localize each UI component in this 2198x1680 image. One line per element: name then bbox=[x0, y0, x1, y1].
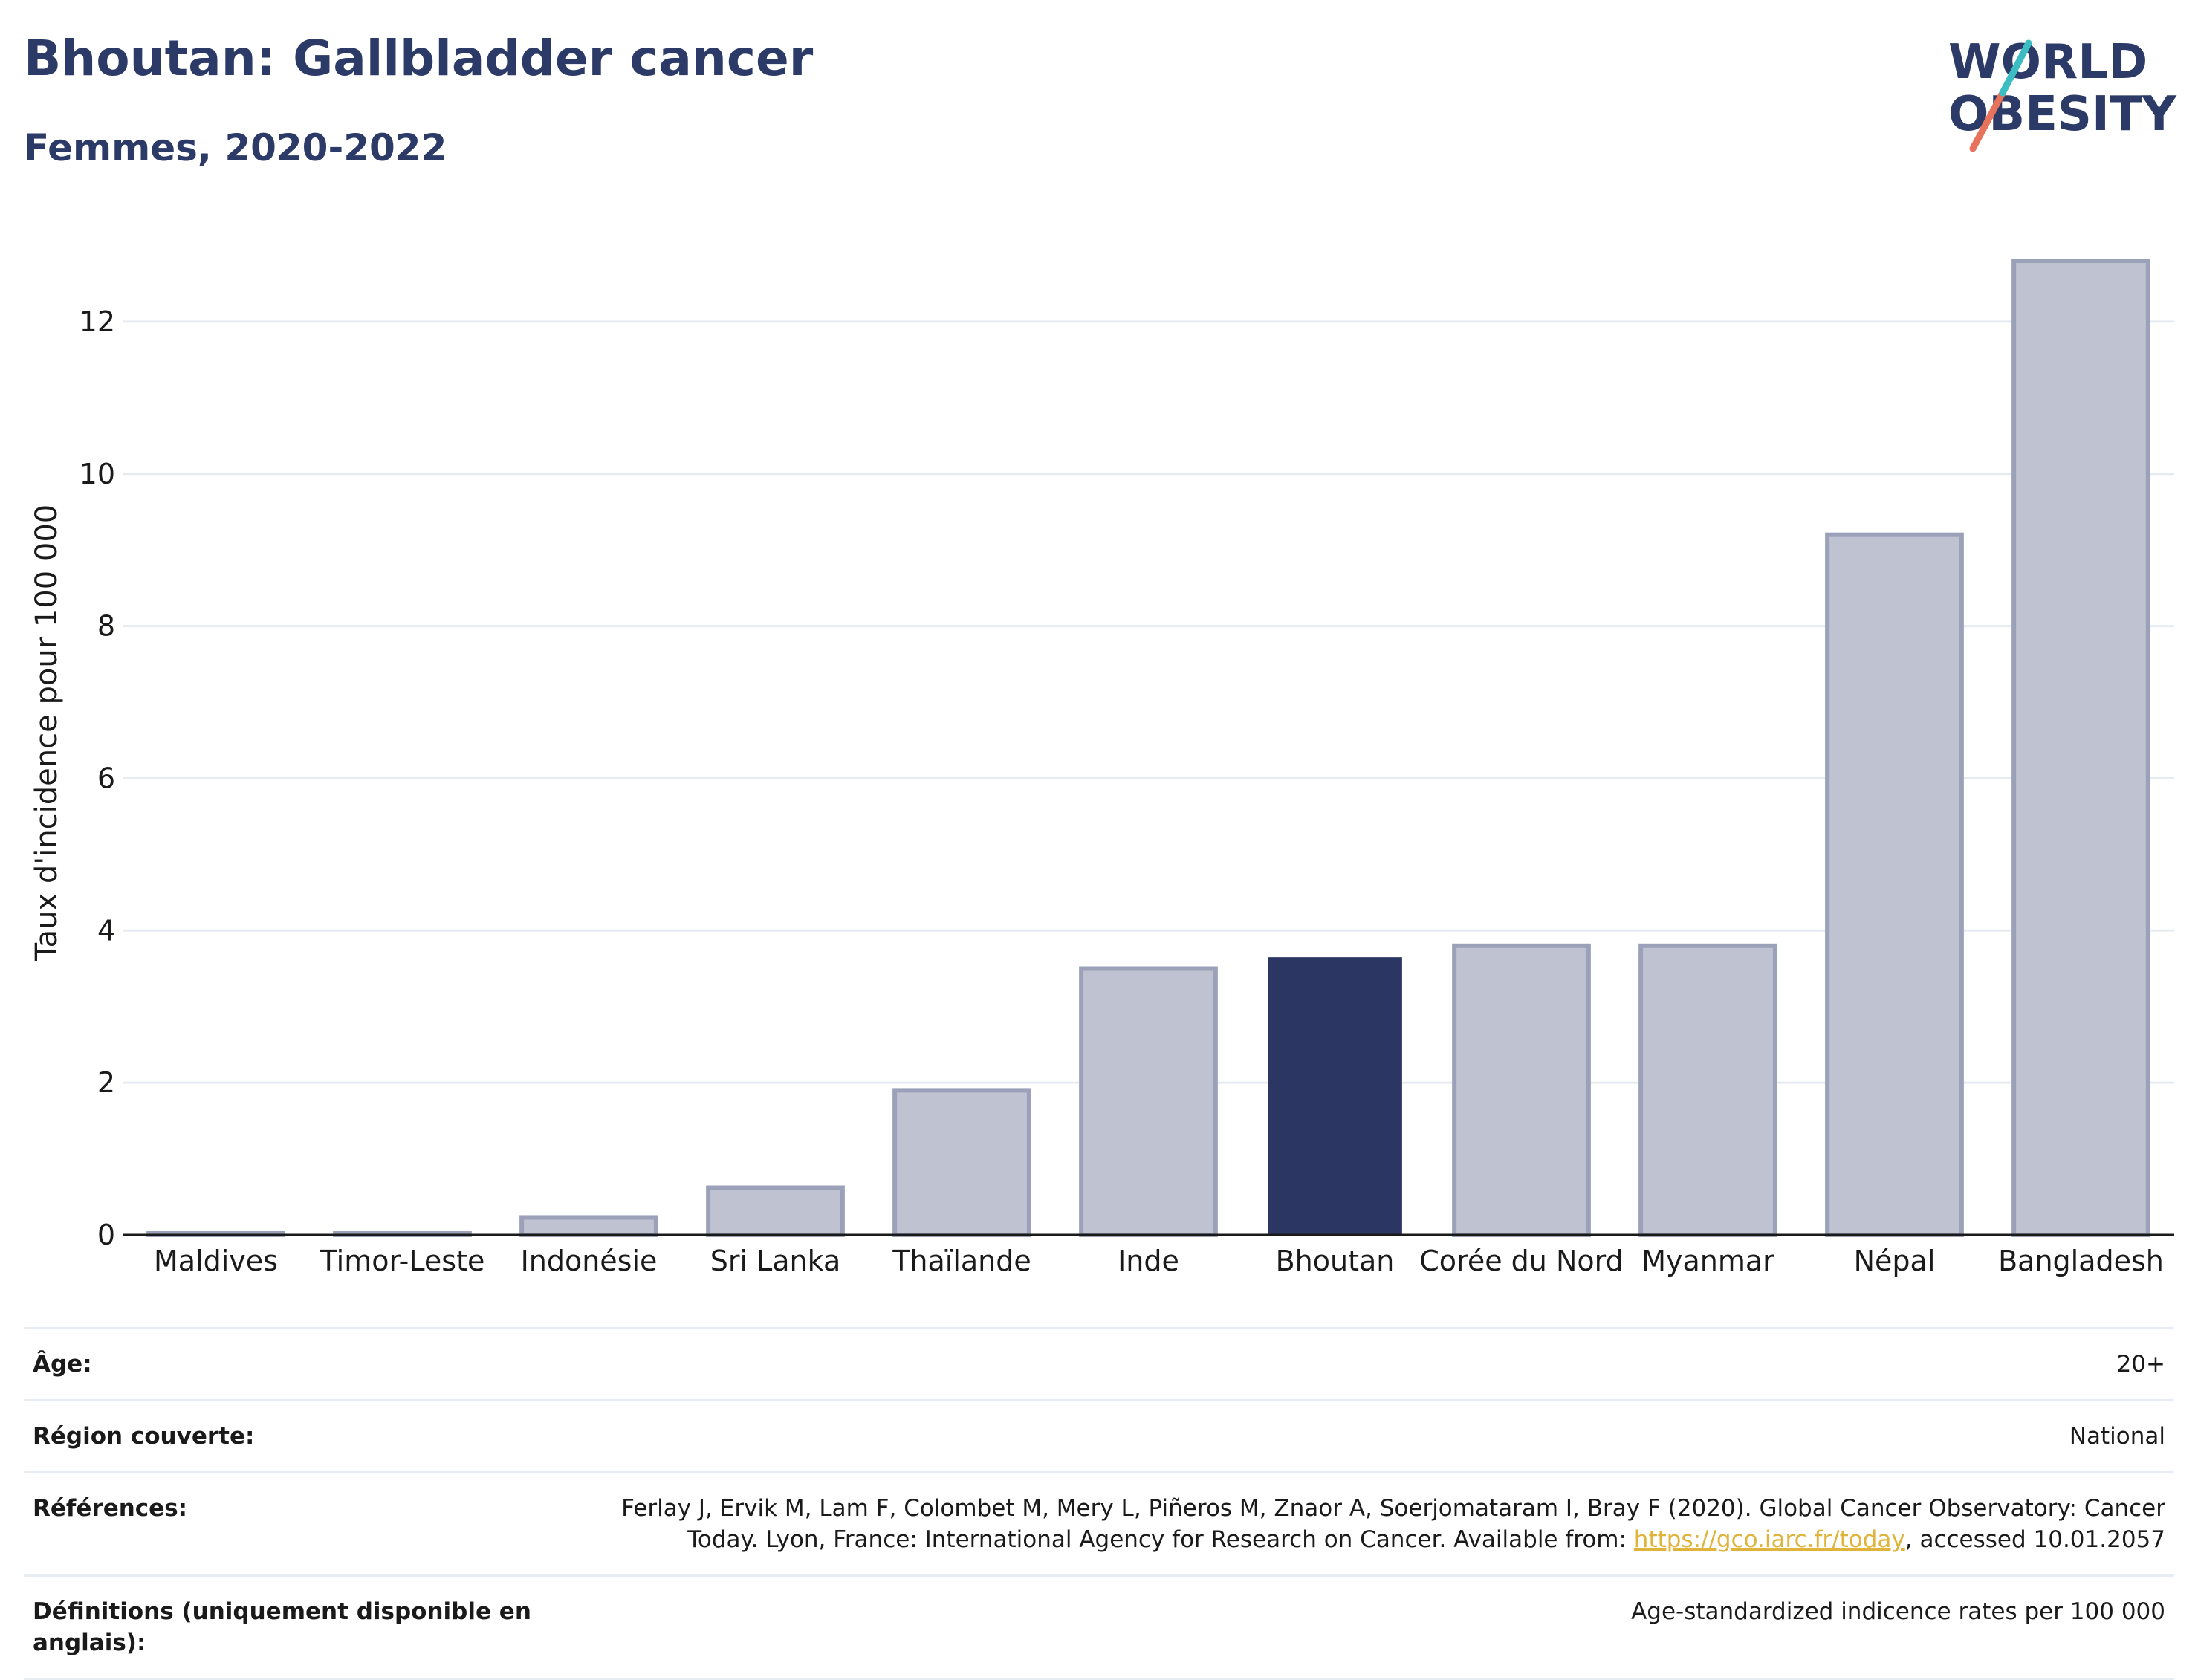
x-tick-label: Sri Lanka bbox=[710, 1245, 841, 1277]
bar-inde bbox=[1079, 966, 1218, 1237]
references-text-2: Today. Lyon, France: International Agenc… bbox=[687, 1526, 1634, 1553]
x-tick-labels: Maldives Timor-Leste Indonésie Sri Lanka Tha… bbox=[154, 1245, 2164, 1277]
definitions-value: Age-standardized indicence rates per 100… bbox=[1631, 1598, 2165, 1625]
logo-slash-lower bbox=[1969, 89, 2006, 152]
bar-bangladesh bbox=[2011, 258, 2150, 1237]
logo-word-1: WORLD bbox=[1948, 35, 2147, 90]
world-obesity-logo: WORLD OBESITY bbox=[1948, 35, 2176, 152]
y-tick-labels: 0 2 4 6 8 10 12 bbox=[80, 305, 115, 1251]
age-label: Âge: bbox=[33, 1351, 92, 1378]
logo-slash-upper bbox=[1999, 39, 2032, 97]
region-value: National bbox=[2069, 1423, 2165, 1450]
bar-bhoutan bbox=[1268, 957, 1402, 1235]
bar-sri-lanka bbox=[706, 1185, 845, 1237]
bar-indon-sie bbox=[519, 1215, 658, 1237]
y-tick-label: 10 bbox=[80, 458, 115, 490]
x-tick-label: Inde bbox=[1118, 1245, 1179, 1277]
x-tick-label: Myanmar bbox=[1641, 1245, 1774, 1277]
logo-word-2: OBESITY bbox=[1948, 87, 2176, 142]
bar-myanmar bbox=[1638, 943, 1777, 1238]
x-tick-label: Indonésie bbox=[521, 1245, 658, 1277]
references-label: Références: bbox=[33, 1495, 188, 1522]
info-row-region: Région couverte: National bbox=[24, 1399, 2174, 1471]
region-label: Région couverte: bbox=[33, 1423, 255, 1450]
y-tick-label: 0 bbox=[97, 1219, 115, 1251]
bar-n-pal bbox=[1825, 532, 1964, 1237]
references-value: Ferlay J, Ervik M, Lam F, Colombet M, Me… bbox=[568, 1493, 2165, 1555]
definitions-label: Définitions (uniquement disponible en an… bbox=[33, 1598, 531, 1656]
y-tick-label: 12 bbox=[80, 305, 115, 338]
page-title: Bhoutan: Gallbladder cancer bbox=[24, 30, 814, 87]
info-row-references: Références: Ferlay J, Ervik M, Lam F, Co… bbox=[24, 1471, 2174, 1574]
info-row-age: Âge: 20+ bbox=[24, 1327, 2174, 1399]
info-table: Âge: 20+ Région couverte: National Référ… bbox=[24, 1327, 2174, 1680]
y-tick-label: 2 bbox=[97, 1066, 115, 1099]
page-subtitle: Femmes, 2020-2022 bbox=[24, 126, 447, 169]
x-tick-label: Népal bbox=[1854, 1245, 1936, 1277]
age-value: 20+ bbox=[2116, 1351, 2165, 1378]
x-tick-label: Maldives bbox=[154, 1245, 278, 1277]
bars bbox=[146, 258, 2150, 1238]
references-link[interactable]: https://gco.iarc.fr/today bbox=[1633, 1526, 1905, 1553]
x-tick-label: Timor-Leste bbox=[320, 1245, 485, 1277]
bar-tha-lande bbox=[892, 1088, 1031, 1237]
x-tick-label: Corée du Nord bbox=[1419, 1245, 1623, 1277]
y-axis-title: Taux d'incidence pour 100 000 bbox=[30, 505, 64, 961]
info-row-definitions: Définitions (uniquement disponible en an… bbox=[24, 1574, 2174, 1680]
x-tick-label: Bangladesh bbox=[1998, 1245, 2164, 1277]
bar-chart: 0 2 4 6 8 10 12 Maldives Timor-Leste Indonésie Sr… bbox=[30, 258, 2174, 1277]
x-tick-label: Thaïlande bbox=[892, 1245, 1031, 1277]
y-tick-label: 8 bbox=[97, 610, 115, 643]
references-text-3: , accessed 10.01.2057 bbox=[1904, 1526, 2165, 1553]
references-text-1: Ferlay J, Ervik M, Lam F, Colombet M, Me… bbox=[621, 1495, 2165, 1522]
bar-cor-e-du-nord bbox=[1452, 943, 1591, 1238]
x-tick-label: Bhoutan bbox=[1276, 1245, 1395, 1277]
y-tick-label: 4 bbox=[97, 914, 115, 947]
y-tick-label: 6 bbox=[97, 762, 115, 794]
